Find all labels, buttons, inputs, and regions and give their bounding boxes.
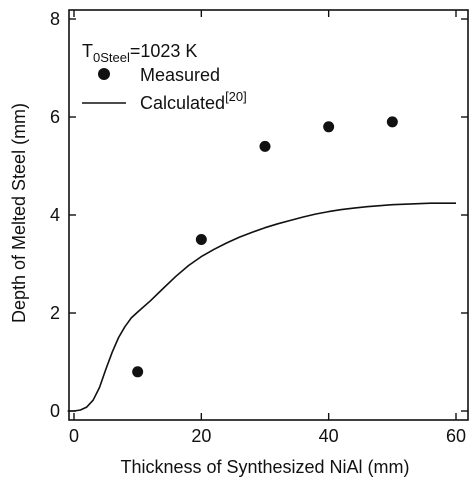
- legend-marker-measured: [98, 68, 110, 80]
- measured-point: [259, 140, 271, 152]
- y-axis-label: Depth of Melted Steel (mm): [9, 103, 29, 323]
- legend-label-calculated-ref: [20]: [225, 89, 247, 104]
- y-tick-label: 0: [50, 401, 60, 421]
- x-tick-label: 60: [446, 426, 466, 446]
- annotation-prefix: T: [82, 41, 93, 61]
- annotation: T0Steel=1023 K: [82, 41, 197, 65]
- x-tick-label: 40: [319, 426, 339, 446]
- measured-point: [323, 121, 335, 133]
- calculated-line: [67, 202, 456, 412]
- annotation-subscript: 0Steel: [93, 50, 130, 65]
- x-tick-label: 0: [69, 426, 79, 446]
- measured-point: [386, 116, 398, 128]
- measured-point: [132, 366, 144, 378]
- measured-point: [195, 234, 207, 245]
- x-axis-label: Thickness of Synthesized NiAl (mm): [120, 457, 409, 477]
- plot-frame: [68, 9, 469, 421]
- legend-label-calculated: Calculated[20]: [140, 89, 247, 113]
- y-tick-label: 4: [50, 205, 60, 225]
- x-tick-label: 20: [191, 426, 211, 446]
- legend-label-measured: Measured: [140, 65, 220, 85]
- legend-label-calculated-name: Calculated: [140, 93, 225, 113]
- y-tick-label: 8: [50, 9, 60, 29]
- ticks: 0 20 40 60 0 2 4 6 8: [50, 9, 468, 446]
- axes: [68, 9, 469, 421]
- legend: Measured Calculated[20]: [82, 65, 247, 113]
- series: [67, 116, 456, 412]
- annotation-label: T0Steel=1023 K: [82, 41, 197, 65]
- annotation-suffix: =1023 K: [130, 41, 198, 61]
- y-tick-label: 6: [50, 107, 60, 127]
- y-tick-label: 2: [50, 303, 60, 323]
